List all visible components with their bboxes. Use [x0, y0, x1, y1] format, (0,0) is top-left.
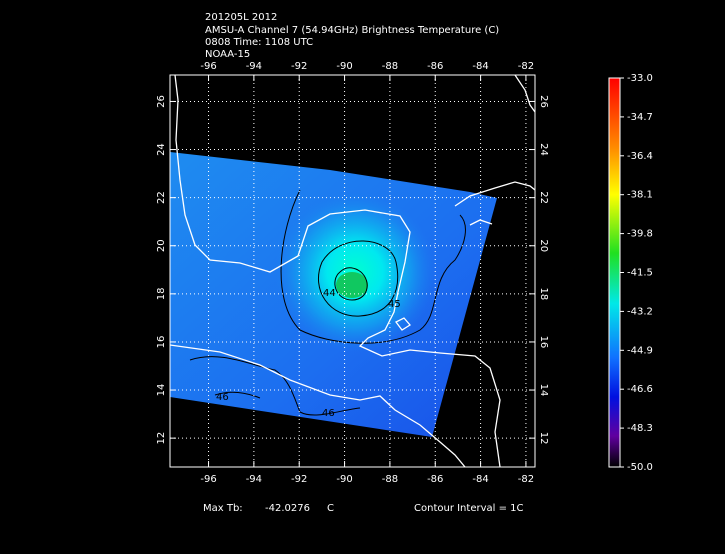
warm-center — [336, 272, 368, 298]
lat-tick-label: 14 — [538, 384, 549, 397]
lat-tick-label: 16 — [156, 336, 167, 349]
contour-label: 44 — [323, 288, 336, 299]
footer: Max Tb: -42.0276 C Contour Interval = 1C — [203, 503, 524, 514]
graticule — [170, 75, 535, 467]
colorbar-tick-label: -39.8 — [627, 229, 653, 240]
map-frame — [169, 74, 536, 468]
lat-tick-label: 18 — [156, 287, 167, 300]
header-line: NOAA-15 — [205, 49, 250, 60]
lon-tick-label: -84 — [472, 61, 488, 72]
contour-label: 46 — [322, 408, 335, 419]
header-line: 201205L 2012 — [205, 12, 277, 23]
lon-tick-label: -82 — [518, 474, 534, 485]
lon-tick-label: -94 — [246, 474, 262, 485]
colorbar-ticks: -33.0 -34.7 -36.4 -38.1 -39.8 -41.5 -43.2 -44.9… — [620, 73, 653, 473]
lat-tick-label: 26 — [156, 95, 167, 108]
contour-labels: 44 45 46 46 — [216, 288, 401, 419]
contour-interval: Contour Interval = 1C — [414, 503, 524, 514]
lat-tick-label: 20 — [538, 239, 549, 252]
map-area: 44 45 46 46 — [170, 75, 535, 467]
colorbar-tick-label: -46.6 — [627, 384, 653, 395]
contours — [189, 189, 466, 416]
header-line: 0808 Time: 1108 UTC — [205, 37, 313, 48]
coastlines — [170, 75, 535, 467]
lat-tick-label: 22 — [156, 191, 167, 204]
lon-tick-label: -90 — [336, 61, 352, 72]
colorbar-tick-label: -48.3 — [627, 423, 653, 434]
lon-tick-label: -88 — [382, 474, 398, 485]
lat-tick-label: 14 — [156, 384, 167, 397]
lon-tick-label: -84 — [472, 474, 488, 485]
colorbar-tick-label: -44.9 — [627, 345, 653, 356]
lon-tick-label: -86 — [427, 474, 443, 485]
lon-tick-label: -92 — [291, 474, 307, 485]
contour-label: 45 — [388, 299, 401, 310]
colorbar-tick-label: -34.7 — [627, 112, 653, 123]
lon-tick-label: -86 — [427, 61, 443, 72]
lat-tick-label: 26 — [538, 95, 549, 108]
lon-tick-label: -92 — [291, 61, 307, 72]
warm-core — [170, 152, 497, 437]
header: 201205L 2012 AMSU-A Channel 7 (54.94GHz)… — [205, 12, 499, 60]
lat-tick-label: 20 — [156, 239, 167, 252]
lat-tick-label: 12 — [156, 432, 167, 445]
lon-tick-label: -96 — [200, 61, 216, 72]
lat-tick-label: 16 — [538, 336, 549, 349]
colorbar-tick-label: -43.2 — [627, 306, 653, 317]
colorbar — [608, 77, 621, 468]
lat-tick-label: 12 — [538, 432, 549, 445]
colorbar-tick-label: -41.5 — [627, 268, 653, 279]
lon-tick-label: -94 — [246, 61, 262, 72]
colorbar-tick-label: -38.1 — [627, 190, 653, 201]
lon-tick-label: -90 — [336, 474, 352, 485]
max-value: -42.0276 — [265, 503, 310, 514]
colorbar-tick-label: -33.0 — [627, 73, 653, 84]
colorbar-tick-label: -36.4 — [627, 151, 653, 162]
lat-tick-label: 24 — [156, 143, 167, 156]
map-axes: -96 -96 -94 -94 -92 -92 -90 -90 -88 -88 -86 -86 -84 -… — [156, 61, 549, 485]
header-line: AMSU-A Channel 7 (54.94GHz) Brightness T… — [205, 25, 499, 36]
lat-tick-label: 24 — [538, 143, 549, 156]
colorbar-tick-label: -50.0 — [627, 462, 653, 473]
max-unit: C — [327, 503, 334, 514]
lat-tick-label: 22 — [538, 191, 549, 204]
lon-tick-label: -96 — [200, 474, 216, 485]
lon-tick-label: -88 — [382, 61, 398, 72]
contour-label: 46 — [216, 392, 229, 403]
lon-tick-label: -82 — [518, 61, 534, 72]
max-label: Max Tb: — [203, 503, 243, 514]
lat-tick-label: 18 — [538, 287, 549, 300]
